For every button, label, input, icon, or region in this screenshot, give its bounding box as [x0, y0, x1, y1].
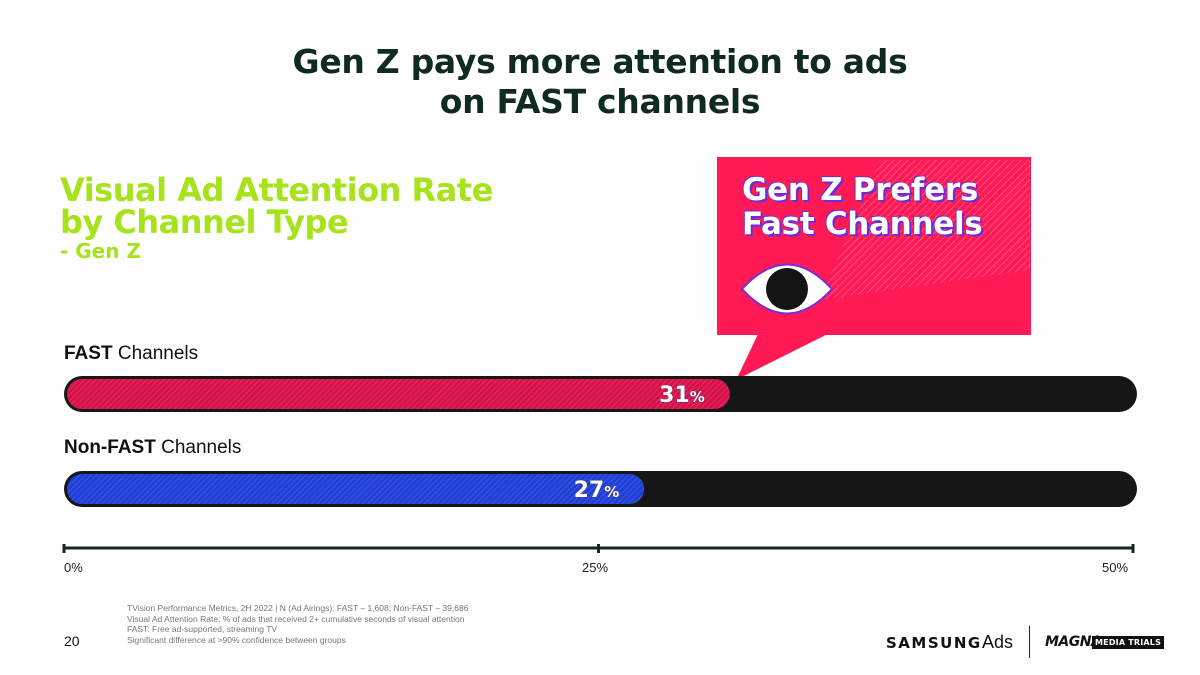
- bar-nonfast: [67, 474, 645, 504]
- footnote-line: FAST: Free ad-supported, streaming TV: [127, 624, 278, 634]
- footnote-line: Significant difference at >90% confidenc…: [127, 634, 346, 645]
- category-label-nonfast-bold: Non-FAST: [64, 437, 156, 458]
- data-label-value: 31: [659, 383, 690, 408]
- footnote-line: TVision Performance Metrics, 2H 2022 | N…: [127, 603, 469, 613]
- callout-text: Gen Z Prefers Fast Channels: [742, 173, 1032, 241]
- category-label-fast-bold: FAST: [64, 343, 113, 364]
- eye-icon: [740, 263, 834, 315]
- media-trials-logo: MEDIA TRIALS: [1092, 636, 1165, 649]
- bars-layer: 31%27%: [64, 376, 1137, 507]
- data-label-unit: %: [604, 483, 619, 501]
- bar-hatch-fast: [67, 379, 730, 409]
- ads-logo-text: Ads: [982, 632, 1014, 652]
- category-label-fast-rest: Channels: [112, 343, 199, 364]
- category-label-nonfast: Non-FAST Channels: [64, 437, 241, 459]
- bar-fast: [67, 379, 730, 409]
- chart-title-line-1: Visual Ad Attention Rate: [60, 171, 493, 209]
- chart-subtitle: - Gen Z: [60, 239, 141, 263]
- category-label-nonfast-rest: Channels: [155, 437, 242, 458]
- bar-hatch-nonfast: [67, 474, 645, 504]
- footnote-line: Visual Ad Attention Rate: % of ads that …: [127, 613, 465, 624]
- callout-hatch: [820, 160, 1030, 300]
- page-number: 20: [64, 633, 80, 649]
- data-label-value: 27: [574, 478, 605, 503]
- category-label-fast: FAST Channels: [64, 343, 198, 365]
- x-tick-label-25: 25%: [582, 560, 609, 575]
- data-label-fast: 31%: [659, 383, 705, 408]
- data-label-unit: %: [690, 388, 705, 406]
- chart-title-line-2: by Channel Type: [60, 203, 349, 241]
- magna-logo: MAGNA: [1045, 634, 1102, 650]
- headline-line-1: Gen Z pays more attention to ads: [292, 42, 908, 81]
- callout-bubble: [715, 155, 1033, 385]
- x-axis: [62, 544, 1135, 553]
- footnotes: TVision Performance Metrics, 2H 2022 | N…: [127, 603, 468, 645]
- page-headline: Gen Z pays more attention to ads on FAST…: [0, 42, 1200, 122]
- headline-line-2: on FAST channels: [439, 82, 761, 121]
- callout-line-2: Fast Channels: [742, 206, 983, 242]
- x-tick-label-50: 50%: [1102, 560, 1129, 575]
- data-label-nonfast: 27%: [574, 478, 620, 503]
- chart-title: Visual Ad Attention Rate by Channel Type…: [60, 174, 493, 264]
- samsung-logo: SAMSUNG: [886, 634, 982, 652]
- x-tick-label-0: 0%: [64, 560, 83, 575]
- brand-divider: [1029, 626, 1030, 658]
- callout-line-1: Gen Z Prefers: [742, 172, 978, 208]
